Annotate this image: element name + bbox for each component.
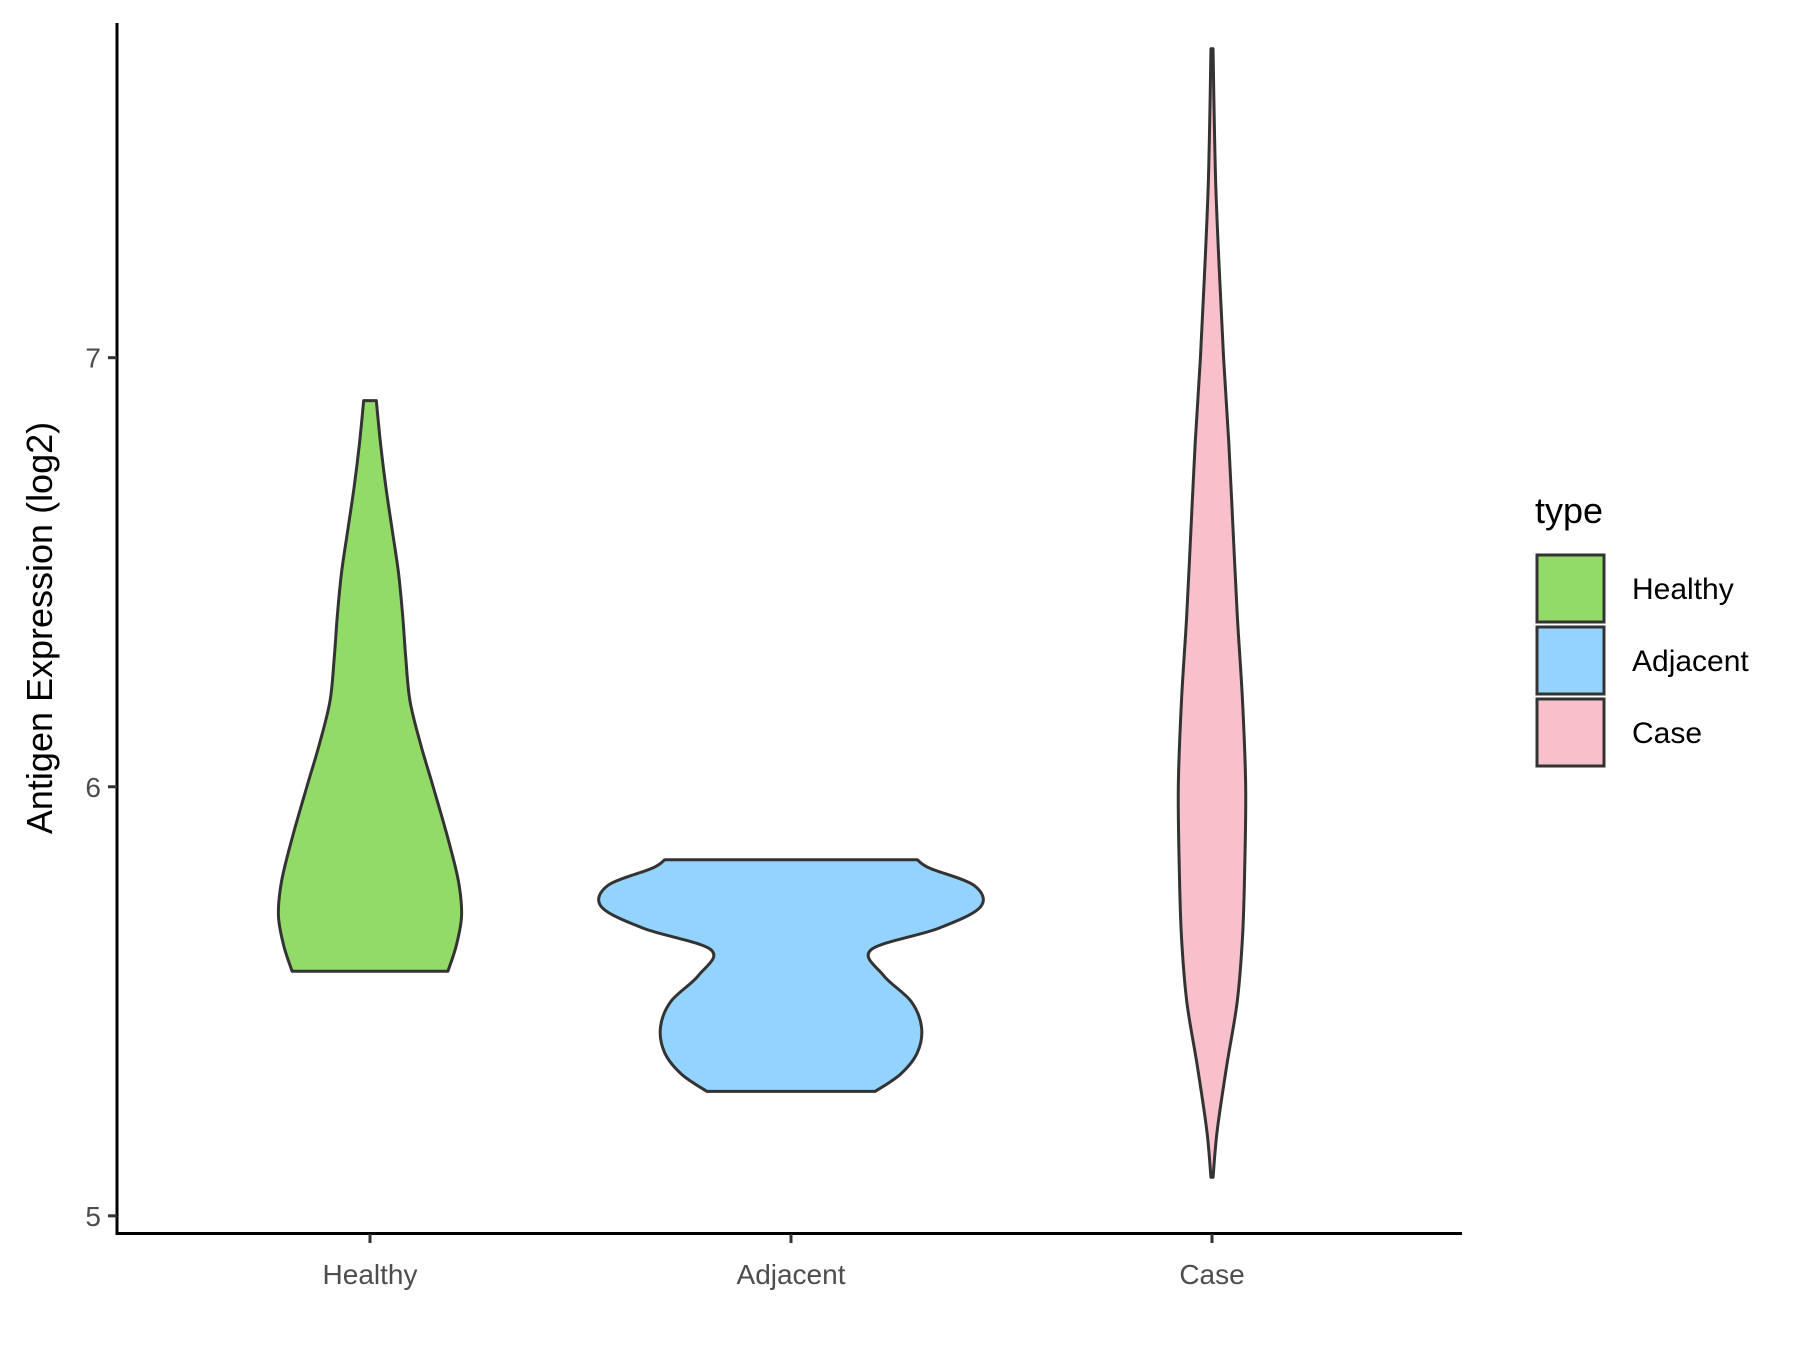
legend-entries: Healthy Adjacent Case bbox=[1535, 553, 1749, 768]
legend-label-healthy: Healthy bbox=[1632, 573, 1734, 606]
legend: type Healthy Adjacent Case bbox=[1535, 490, 1749, 768]
x-ticks: Healthy Adjacent Case bbox=[323, 1234, 1245, 1290]
legend-title: type bbox=[1535, 490, 1603, 531]
y-tick-label: 7 bbox=[85, 343, 101, 374]
legend-swatch-adjacent bbox=[1535, 625, 1606, 696]
x-tick-label-case: Case bbox=[1179, 1259, 1244, 1290]
violins-layer bbox=[276, 47, 1248, 1179]
violin-case bbox=[1176, 47, 1248, 1179]
violin-adjacent bbox=[597, 858, 985, 1093]
legend-label-adjacent: Adjacent bbox=[1632, 645, 1749, 678]
y-axis-title: Antigen Expression (log2) bbox=[19, 422, 60, 834]
violin-healthy bbox=[276, 399, 464, 973]
x-tick-label-healthy: Healthy bbox=[323, 1259, 418, 1290]
y-ticks: 5 6 7 bbox=[85, 343, 117, 1232]
x-tick-label-adjacent: Adjacent bbox=[737, 1259, 846, 1290]
axes-layer bbox=[115, 23, 1462, 1235]
y-tick-label: 5 bbox=[85, 1201, 101, 1232]
legend-swatch-case bbox=[1535, 697, 1606, 768]
legend-swatch-healthy bbox=[1535, 553, 1606, 624]
y-tick-label: 6 bbox=[85, 772, 101, 803]
legend-label-case: Case bbox=[1632, 717, 1702, 750]
